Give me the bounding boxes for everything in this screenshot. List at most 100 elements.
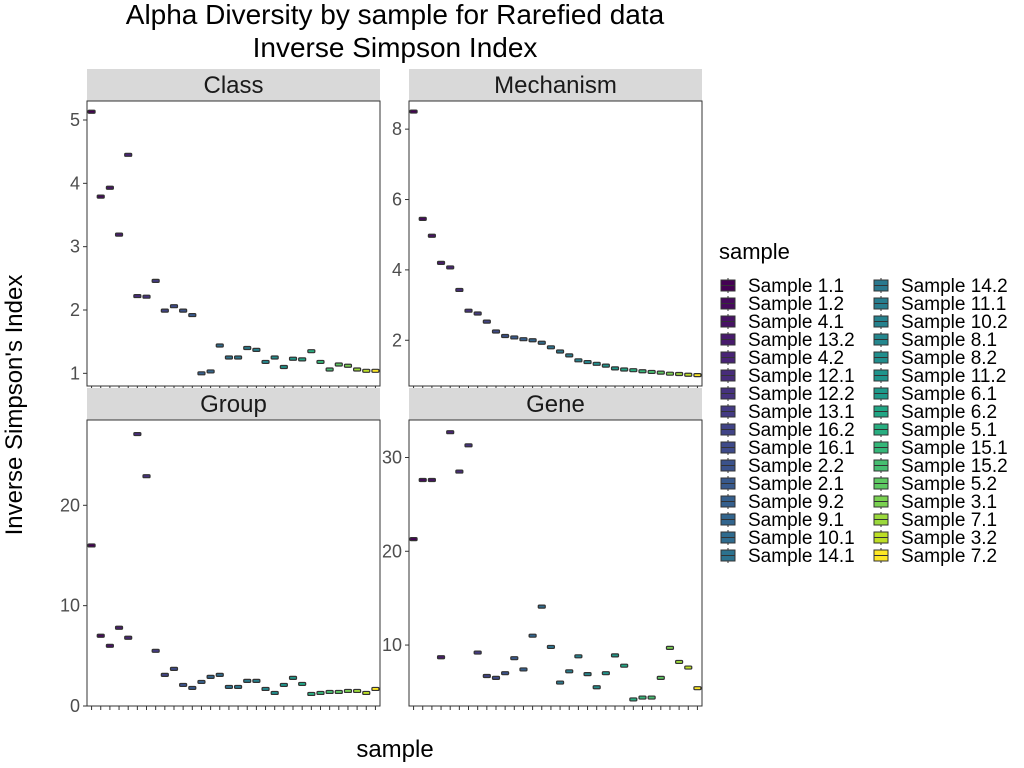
box-sample-12-2 <box>142 294 151 299</box>
box-sample-16-1 <box>491 329 501 334</box>
box-sample-10-1 <box>537 604 546 609</box>
legend-item: Sample 4.2 <box>720 348 844 369</box>
box-sample-15-1 <box>316 690 325 696</box>
box-sample-16-2 <box>160 308 169 313</box>
box-sample-14-2 <box>233 355 243 360</box>
y-tick-label: 4 <box>392 260 402 280</box>
facet-strip-label: Class <box>203 72 263 99</box>
legend-item: Sample 1.2 <box>720 294 844 315</box>
y-tick-label: 3 <box>70 237 80 257</box>
legend-item: Sample 16.1 <box>720 438 855 459</box>
box-sample-6-1 <box>610 653 620 658</box>
y-tick-label: 20 <box>60 495 80 515</box>
box-sample-8-2 <box>270 690 279 696</box>
facet-group: Group 0 10 20 <box>60 388 381 716</box>
legend-item: Sample 9.1 <box>720 510 844 531</box>
box-sample-6-2 <box>298 357 307 362</box>
facet-class: Class 1 2 3 4 5 <box>70 69 381 390</box>
box-sample-2-1 <box>510 335 519 340</box>
box-sample-9-1 <box>528 338 537 343</box>
box-sample-10-2 <box>252 678 261 684</box>
box-sample-9-1 <box>206 369 215 374</box>
box-sample-16-1 <box>491 675 501 680</box>
box-sample-5-1 <box>307 349 316 354</box>
box-sample-14-1 <box>224 355 234 360</box>
box-sample-13-1 <box>151 278 160 283</box>
y-tick-label: 2 <box>392 330 402 350</box>
box-sample-15-2 <box>647 369 656 375</box>
box-sample-12-1 <box>455 469 464 474</box>
legend-label: Sample 13.1 <box>748 402 855 423</box>
box-sample-13-1 <box>151 648 160 653</box>
box-sample-6-1 <box>288 675 298 681</box>
legend-item: Sample 7.1 <box>873 510 997 531</box>
box-sample-6-2 <box>620 663 629 668</box>
box-sample-6-2 <box>298 681 307 687</box>
legend-label: Sample 8.1 <box>901 330 997 351</box>
legend-item: Sample 2.2 <box>720 456 844 477</box>
box-sample-2-2 <box>501 671 510 676</box>
legend-label: Sample 4.1 <box>748 312 844 333</box>
box-sample-10-1 <box>215 343 224 348</box>
legend-item: Sample 10.2 <box>873 312 1008 333</box>
box-sample-13-2 <box>114 232 124 237</box>
box-sample-2-1 <box>188 685 197 691</box>
legend-item: Sample 15.2 <box>873 456 1008 477</box>
legend-label: Sample 8.2 <box>901 348 997 369</box>
facet-strip <box>409 388 702 420</box>
box-sample-14-2 <box>555 349 565 354</box>
legend-label: Sample 2.1 <box>748 474 844 495</box>
box-sample-12-2 <box>142 474 151 479</box>
box-sample-11-1 <box>243 345 252 351</box>
legend-label: Sample 11.2 <box>901 366 1006 387</box>
box-sample-2-2 <box>179 308 188 313</box>
legend-label: Sample 6.1 <box>901 384 997 405</box>
box-sample-4-1 <box>427 233 436 238</box>
legend-label: Sample 13.2 <box>748 330 855 351</box>
panel-border <box>408 100 703 387</box>
legend-title: sample <box>719 239 790 264</box>
box-sample-15-1 <box>316 359 325 365</box>
box-sample-6-1 <box>610 366 620 371</box>
legend-item: Sample 13.2 <box>720 330 855 351</box>
box-sample-13-1 <box>473 311 482 316</box>
facet-panels: Class 1 2 3 4 5 Mechanism 2 4 6 8 Group 0 10 20 Gene 10 2… <box>60 69 703 716</box>
box-sample-1-2 <box>418 216 427 221</box>
box-sample-16-2 <box>160 672 169 677</box>
box-sample-16-1 <box>169 304 179 309</box>
legend-item: Sample 5.2 <box>873 474 997 495</box>
box-sample-14-2 <box>233 684 243 690</box>
legend-item: Sample 10.1 <box>720 528 855 549</box>
y-tick-label: 10 <box>60 596 80 616</box>
box-sample-12-1 <box>133 431 142 437</box>
legend-item: Sample 7.2 <box>873 546 997 567</box>
y-tick-label: 20 <box>382 541 402 561</box>
box-sample-12-2 <box>464 308 473 313</box>
box-sample-13-2 <box>436 655 446 660</box>
box-sample-2-2 <box>501 333 510 339</box>
box-sample-15-2 <box>325 367 334 372</box>
box-sample-8-1 <box>261 359 270 365</box>
box-sample-11-1 <box>565 669 574 674</box>
y-tick-label: 10 <box>382 635 402 655</box>
y-tick-label: 6 <box>392 190 402 210</box>
legend-label: Sample 2.2 <box>748 456 844 477</box>
legend-item: Sample 8.1 <box>873 330 997 351</box>
legend-label: Sample 5.2 <box>901 474 997 495</box>
box-sample-4-2 <box>446 265 455 270</box>
legend-label: Sample 10.1 <box>748 528 855 549</box>
chart-subtitle: Inverse Simpson Index <box>253 32 538 63</box>
box-sample-8-1 <box>583 672 592 677</box>
box-sample-11-1 <box>565 353 574 358</box>
facet-strip-label: Group <box>200 391 267 418</box>
box-sample-13-2 <box>436 260 446 265</box>
y-tick-label: 5 <box>70 110 80 130</box>
box-sample-1-2 <box>96 194 105 199</box>
box-sample-15-2 <box>325 689 334 695</box>
box-sample-9-2 <box>519 667 528 672</box>
box-sample-14-1 <box>224 684 234 690</box>
box-sample-1-1 <box>87 543 96 548</box>
box-sample-1-1 <box>409 109 418 114</box>
